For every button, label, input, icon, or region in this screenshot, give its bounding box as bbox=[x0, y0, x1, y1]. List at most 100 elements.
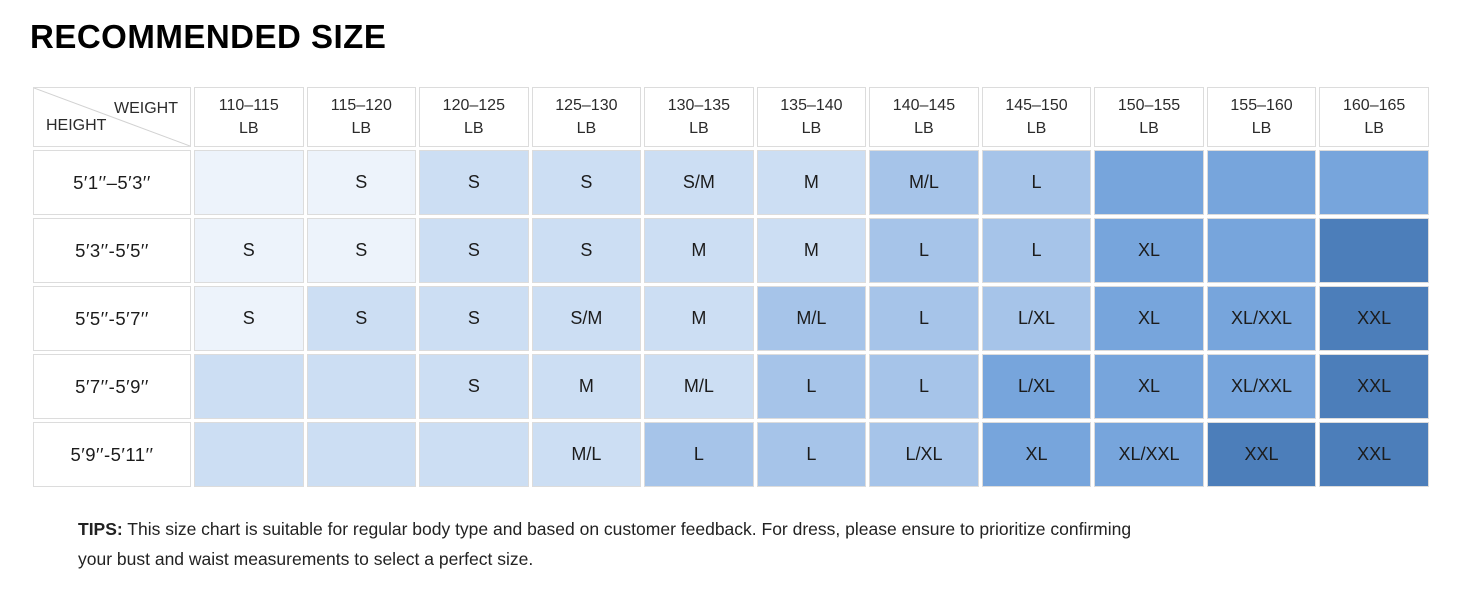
weight-axis-label: WEIGHT bbox=[114, 100, 178, 117]
size-cell: S bbox=[306, 150, 417, 215]
size-cell: L bbox=[981, 218, 1092, 283]
weight-header-cell: 110–115 LB bbox=[194, 87, 304, 147]
size-cell: L/XL bbox=[869, 422, 979, 487]
size-cell bbox=[1319, 218, 1429, 283]
tips-line-1: This size chart is suitable for regular … bbox=[127, 519, 1132, 539]
weight-unit: LB bbox=[464, 120, 484, 137]
weight-unit: LB bbox=[1139, 120, 1159, 137]
weight-unit: LB bbox=[1251, 120, 1272, 137]
weight-header-cell: 160–165 LB bbox=[1319, 87, 1429, 147]
weight-range: 155–160 bbox=[1230, 96, 1293, 114]
weight-header-cell: 145–150 LB bbox=[981, 87, 1092, 147]
weight-header-cell: 115–120 LB bbox=[306, 87, 417, 147]
size-cell bbox=[194, 150, 304, 215]
size-cell: L bbox=[869, 354, 979, 419]
weight-range: 110–115 bbox=[218, 96, 279, 114]
size-cell bbox=[1094, 150, 1204, 215]
weight-range: 145–150 bbox=[1005, 96, 1068, 114]
size-cell: XL/XXL bbox=[1206, 354, 1317, 419]
weight-unit: LB bbox=[689, 120, 709, 137]
height-axis-label: HEIGHT bbox=[46, 116, 107, 134]
size-cell: S bbox=[419, 354, 529, 419]
size-cell: L bbox=[756, 354, 867, 419]
size-table-body: 5′1′′–5′3′′ S S S S/M M M/L L 5′3′′-5′5′′ S S S S M M L… bbox=[33, 150, 1429, 487]
weight-header-cell: 155–160 LB bbox=[1206, 87, 1317, 147]
size-cell bbox=[1319, 150, 1429, 215]
tips-note: TIPS: This size chart is suitable for re… bbox=[78, 514, 1418, 574]
weight-unit: LB bbox=[351, 120, 372, 137]
size-cell: S bbox=[419, 150, 529, 215]
weight-header-cell: 150–155 LB bbox=[1094, 87, 1204, 147]
size-cell: XL bbox=[1094, 218, 1204, 283]
weight-unit: LB bbox=[238, 120, 259, 137]
size-cell: S bbox=[419, 286, 529, 351]
size-cell: M bbox=[644, 218, 754, 283]
size-cell: S bbox=[306, 218, 417, 283]
weight-header-cell: 130–135 LB bbox=[644, 87, 754, 147]
size-cell: S/M bbox=[531, 286, 642, 351]
weight-range: 125–130 bbox=[555, 96, 618, 114]
size-cell bbox=[194, 422, 304, 487]
weight-header-cell: 135–140 LB bbox=[756, 87, 867, 147]
height-label-cell: 5′1′′–5′3′′ bbox=[33, 150, 191, 215]
size-cell: M bbox=[644, 286, 754, 351]
size-cell: M/L bbox=[756, 286, 867, 351]
size-cell: S bbox=[306, 286, 417, 351]
table-row: 5′5′′-5′7′′ S S S S/M M M/L L L/XL XL XL/XXL XXL bbox=[33, 286, 1429, 351]
size-cell: XL bbox=[1094, 286, 1204, 351]
weight-header-cell: 140–145 LB bbox=[869, 87, 979, 147]
height-label-cell: 5′7′′-5′9′′ bbox=[33, 354, 191, 419]
size-cell: M/L bbox=[531, 422, 642, 487]
size-cell: L/XL bbox=[981, 286, 1092, 351]
size-cell: XL/XXL bbox=[1206, 286, 1317, 351]
weight-range: 135–140 bbox=[780, 96, 843, 114]
size-cell: M bbox=[531, 354, 642, 419]
weight-range: 150–155 bbox=[1117, 96, 1181, 114]
size-cell bbox=[306, 422, 417, 487]
size-cell: S bbox=[419, 218, 529, 283]
weight-unit: LB bbox=[576, 120, 597, 137]
size-cell: L bbox=[756, 422, 867, 487]
weight-range: 115–120 bbox=[330, 96, 392, 114]
weight-header-row: WEIGHT HEIGHT 110–115 LB 115–120 LB 120–125 L… bbox=[33, 87, 1429, 147]
size-cell: L bbox=[869, 218, 979, 283]
table-row: 5′1′′–5′3′′ S S S S/M M M/L L bbox=[33, 150, 1429, 215]
diagonal-divider-line bbox=[34, 88, 190, 146]
size-cell: L bbox=[869, 286, 979, 351]
size-cell: XXL bbox=[1319, 354, 1429, 419]
size-cell: M/L bbox=[644, 354, 754, 419]
size-cell: M bbox=[756, 218, 867, 283]
size-cell bbox=[194, 354, 304, 419]
size-cell: L bbox=[644, 422, 754, 487]
size-cell bbox=[1206, 150, 1317, 215]
height-label-cell: 5′5′′-5′7′′ bbox=[33, 286, 191, 351]
weight-range: 160–165 bbox=[1343, 96, 1406, 114]
size-cell: XL bbox=[981, 422, 1092, 487]
size-cell: XXL bbox=[1206, 422, 1317, 487]
weight-range: 140–145 bbox=[892, 96, 956, 114]
size-cell: S/M bbox=[644, 150, 754, 215]
height-label-cell: 5′9′′-5′11′′ bbox=[33, 422, 191, 487]
size-cell bbox=[1206, 218, 1317, 283]
tips-line-2: your bust and waist measurements to sele… bbox=[78, 549, 534, 569]
size-cell: M bbox=[756, 150, 867, 215]
weight-header-cell: 120–125 LB bbox=[419, 87, 529, 147]
size-cell: XXL bbox=[1319, 422, 1429, 487]
size-cell: S bbox=[194, 286, 304, 351]
table-row: 5′3′′-5′5′′ S S S S M M L L XL bbox=[33, 218, 1429, 283]
weight-range: 120–125 bbox=[442, 96, 505, 114]
weight-unit: LB bbox=[1364, 120, 1384, 137]
weight-range: 130–135 bbox=[667, 96, 731, 114]
size-cell: S bbox=[194, 218, 304, 283]
size-cell: XL bbox=[1094, 354, 1204, 419]
size-cell: L bbox=[981, 150, 1092, 215]
size-cell bbox=[419, 422, 529, 487]
size-cell: S bbox=[531, 150, 642, 215]
size-cell bbox=[306, 354, 417, 419]
size-cell: XXL bbox=[1319, 286, 1429, 351]
weight-unit: LB bbox=[1026, 120, 1047, 137]
tips-label: TIPS: bbox=[78, 519, 123, 539]
table-row: 5′7′′-5′9′′ S M M/L L L L/XL XL XL/XXL XXL bbox=[33, 354, 1429, 419]
weight-header-cell: 125–130 LB bbox=[531, 87, 642, 147]
